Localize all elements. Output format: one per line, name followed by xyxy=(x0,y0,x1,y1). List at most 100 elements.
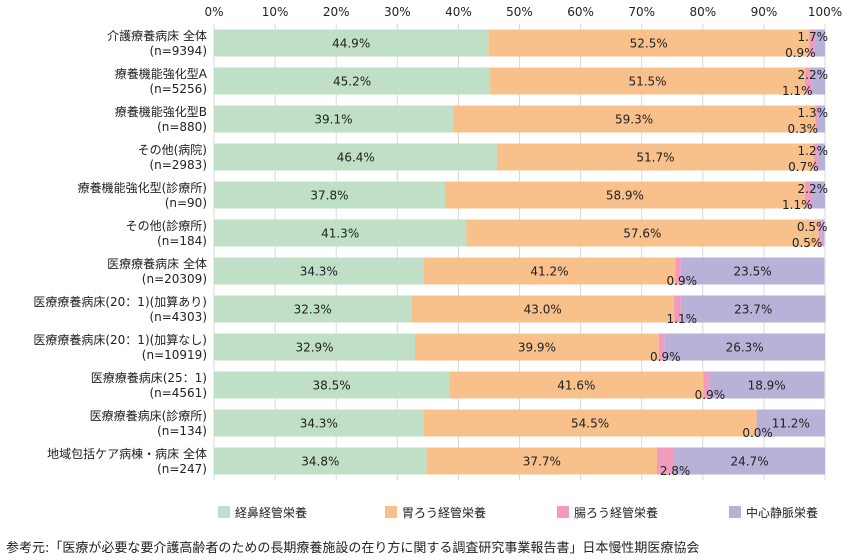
bar-segment xyxy=(811,181,825,209)
data-label: 23.5% xyxy=(734,265,772,279)
bar-segment xyxy=(821,219,825,247)
data-label: 1.3% xyxy=(798,106,829,120)
data-label: 39.9% xyxy=(518,341,556,355)
data-label: 23.7% xyxy=(734,303,772,317)
bar-row: 44.9% 52.5% 1.7% 0.9% xyxy=(214,29,828,60)
bar-segment xyxy=(444,181,805,209)
bar-segment xyxy=(815,105,818,133)
category-count: (n=184) xyxy=(157,234,207,248)
category-count: (n=134) xyxy=(157,424,207,438)
bar-row: 32.9% 39.9% 26.3% 0.9% xyxy=(214,333,825,364)
x-tick-label: 60% xyxy=(567,5,594,19)
bar-segment xyxy=(214,257,424,285)
data-label: 44.9% xyxy=(332,37,370,51)
category-label: 療養機能強化型(診療所) xyxy=(78,180,207,195)
category-label: その他(診療所) xyxy=(126,218,207,233)
data-label: 0.5% xyxy=(792,236,823,250)
data-label: 34.3% xyxy=(300,265,338,279)
data-label: 0.5% xyxy=(797,220,828,234)
category-label: その他(病院) xyxy=(138,142,207,157)
bar-segment xyxy=(423,257,676,285)
data-label: 1.1% xyxy=(782,198,813,212)
category-label: 医療療養病床(20：1)(加算あり) xyxy=(33,294,207,309)
bar-segment xyxy=(804,181,812,209)
data-label: 2.2% xyxy=(798,68,829,82)
legend: 経鼻経管栄養 胃ろう経管栄養 腸ろう経管栄養 中心静脈栄養 xyxy=(218,505,818,520)
bar-segment xyxy=(214,105,453,133)
gridlines xyxy=(213,24,826,480)
bar-segment xyxy=(214,447,427,475)
category-label: 医療療養病床(20：1)(加算なし) xyxy=(33,332,207,347)
bar-rows: 44.9% 52.5% 1.7% 0.9% 45.2% 51.5% 2.2% 1.1% 39.1… xyxy=(214,29,829,478)
bar-segment xyxy=(814,29,825,57)
bar-segment xyxy=(817,105,825,133)
x-tick-label: 50% xyxy=(506,5,533,19)
data-label: 34.3% xyxy=(300,417,338,431)
category-count: (n=880) xyxy=(157,120,207,134)
bar-segment xyxy=(703,371,709,399)
data-label: 57.6% xyxy=(623,227,661,241)
bar-segment xyxy=(488,29,810,57)
bar-segment xyxy=(426,447,657,475)
x-tick-label: 70% xyxy=(628,5,655,19)
bar-segment xyxy=(214,219,467,247)
bar-segment xyxy=(804,67,812,95)
bar-segment xyxy=(411,295,675,323)
bar-segment xyxy=(214,295,412,323)
data-label: 52.5% xyxy=(630,37,668,51)
category-count: (n=20309) xyxy=(142,272,207,286)
bar-segment xyxy=(490,67,805,95)
bar-row: 38.5% 41.6% 18.9% 0.9% xyxy=(214,371,825,402)
data-label: 41.3% xyxy=(321,227,359,241)
data-label: 34.8% xyxy=(301,455,339,469)
data-label: 54.5% xyxy=(571,417,609,431)
bar-segment xyxy=(214,409,424,437)
bar-segment xyxy=(664,333,825,361)
data-label: 1.1% xyxy=(667,312,698,326)
x-tick-label: 20% xyxy=(323,5,350,19)
x-axis-tick-labels: 0% 10% 20% 30% 40% 50% 60% 70% 80% 90% 100% xyxy=(204,5,842,19)
data-label: 0.9% xyxy=(695,388,726,402)
data-label: 1.1% xyxy=(782,84,813,98)
data-label: 37.7% xyxy=(523,455,561,469)
bar-segment xyxy=(675,257,681,285)
bar-segment xyxy=(214,29,489,57)
bar-segment xyxy=(497,143,814,171)
data-label: 0.0% xyxy=(742,426,773,440)
bar-segment xyxy=(817,143,825,171)
bar-segment xyxy=(415,333,659,361)
data-label: 2.8% xyxy=(660,464,691,478)
data-label: 41.2% xyxy=(530,265,568,279)
bar-segment xyxy=(423,409,757,437)
data-label: 58.9% xyxy=(606,189,644,203)
legend-label: 中心静脈栄養 xyxy=(746,505,818,520)
data-label: 41.6% xyxy=(557,379,595,393)
legend-swatch xyxy=(385,506,397,518)
legend-swatch xyxy=(729,506,741,518)
bar-segment xyxy=(680,295,826,323)
category-count: (n=2983) xyxy=(149,158,207,172)
bar-segment xyxy=(656,447,675,475)
bar-segment xyxy=(680,257,825,285)
bar-segment xyxy=(756,409,825,437)
data-label: 43.0% xyxy=(524,303,562,317)
bar-segment xyxy=(466,219,819,247)
bar-segment xyxy=(658,333,665,361)
category-count: (n=90) xyxy=(165,196,207,210)
bar-row: 41.3% 57.6% 0.5% 0.5% xyxy=(214,219,828,250)
bar-segment xyxy=(811,67,825,95)
category-label: 医療療養病床(診療所) xyxy=(90,408,207,423)
bar-row: 34.8% 37.7% 24.7% 2.8% xyxy=(214,447,825,478)
bar-segment xyxy=(214,67,491,95)
legend-swatch xyxy=(218,506,230,518)
data-label: 32.3% xyxy=(294,303,332,317)
data-label: 0.9% xyxy=(667,274,698,288)
bar-segment xyxy=(818,219,822,247)
bar-segment xyxy=(214,143,498,171)
x-tick-label: 100% xyxy=(808,5,842,19)
data-label: 37.8% xyxy=(310,189,348,203)
data-label: 32.9% xyxy=(295,341,333,355)
bar-segment xyxy=(674,295,681,323)
data-label: 59.3% xyxy=(615,113,653,127)
